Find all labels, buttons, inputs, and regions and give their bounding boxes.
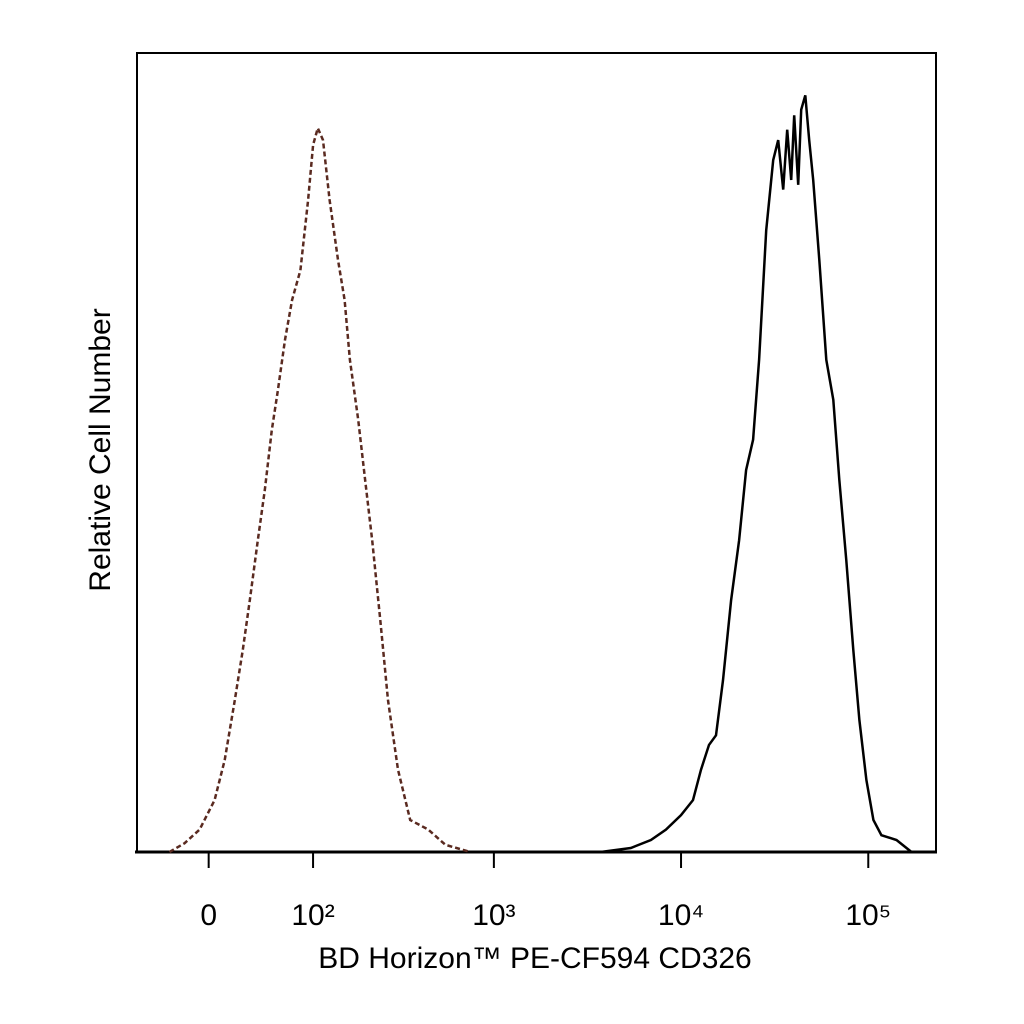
x-tick-label: 0: [200, 899, 217, 932]
x-tick-label: 10²: [291, 899, 334, 932]
x-tick-label: 10⁵: [845, 899, 891, 932]
histogram-line: [600, 94, 913, 854]
x-axis-label: BD Horizon™ PE-CF594 CD326: [318, 942, 752, 975]
plot-frame: [136, 52, 937, 853]
x-tick-label: 10⁴: [658, 899, 704, 932]
histogram-line: [168, 124, 471, 854]
x-tick-label: 10³: [472, 899, 515, 932]
y-axis-label: Relative Cell Number: [84, 308, 117, 591]
